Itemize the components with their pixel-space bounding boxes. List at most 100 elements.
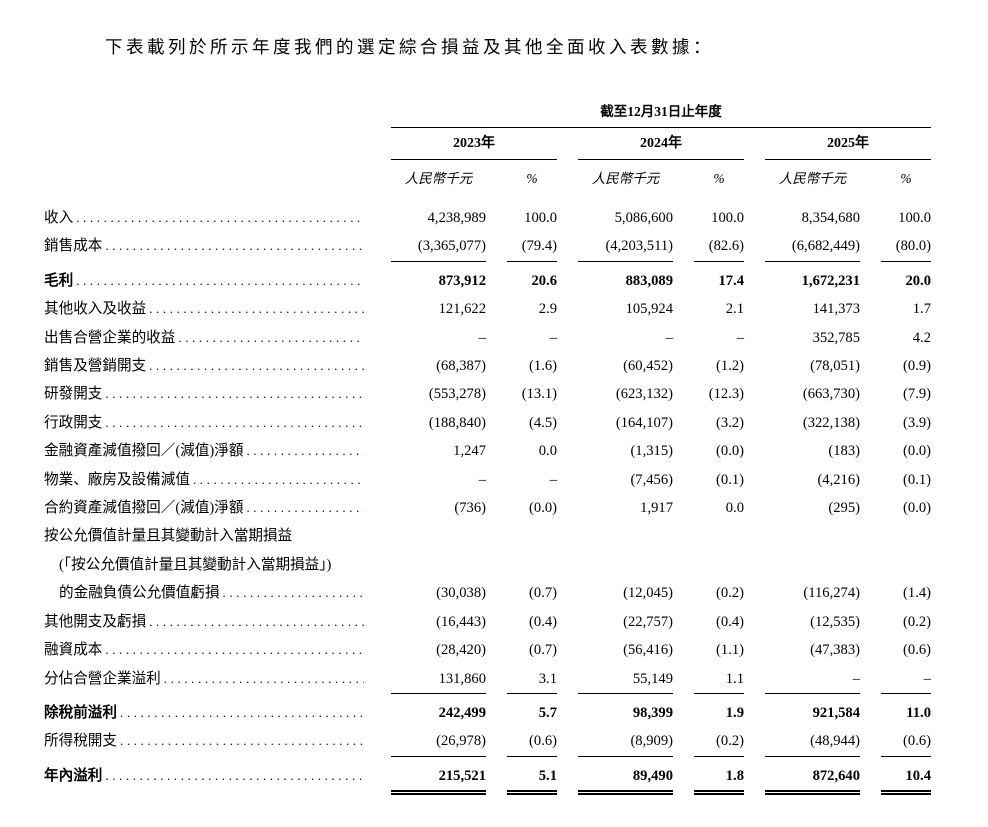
- row-label-cell: 金融資產減值撥回／(減值)淨額: [44, 437, 370, 465]
- value-2023: 215,521: [391, 762, 486, 796]
- row-label: 分佔合營企業溢利: [44, 670, 161, 687]
- value-2023: (28,420): [436, 642, 486, 659]
- value-2024: (60,452): [623, 358, 673, 375]
- row-label-cell: 所得稅開支: [44, 727, 370, 756]
- pct-2025: (0.9): [903, 358, 931, 375]
- table-row-share-of-jv-profit: 分佔合營企業溢利 131,860 3.1 55,149 1.1 – –: [44, 665, 931, 694]
- value-2023: (16,443): [436, 613, 486, 630]
- value-2025: (663,730): [802, 386, 860, 403]
- row-label: 行政開支: [44, 414, 103, 431]
- dot-leader: [223, 579, 364, 607]
- pct-2023: 2.9: [538, 301, 557, 318]
- row-label-cell: 其他開支及虧損: [44, 608, 370, 636]
- row-label-cell: (「按公允價值計量且其變動計入當期損益」): [44, 551, 931, 579]
- row-label: (「按公允價值計量且其變動計入當期損益」): [59, 556, 332, 573]
- table-row-profit-for-year: 年內溢利 215,521 5.1 89,490 1.8 872,640 10.4: [44, 757, 931, 796]
- value-2024: (56,416): [623, 642, 673, 659]
- pct-2025: 10.4: [881, 762, 931, 796]
- value-2023: (188,840): [428, 414, 486, 431]
- pct-2025: (0.6): [881, 727, 931, 757]
- row-label-cell: 除稅前溢利: [44, 699, 370, 727]
- intro-paragraph: 下表載列於所示年度我們的選定綜合損益及其他全面收入表數據：: [105, 37, 714, 57]
- pct-2023: 100.0: [524, 210, 557, 226]
- row-label: 所得稅開支: [44, 733, 117, 750]
- year-header-2023: 2023年: [391, 128, 557, 160]
- row-label: 金融資產減值撥回／(減值)淨額: [44, 443, 244, 460]
- value-2023: 873,912: [438, 272, 486, 289]
- period-header-row: 截至12月31日止年度: [44, 103, 931, 128]
- row-label-cell: 研發開支: [44, 380, 370, 408]
- value-2025: 8,354,680: [801, 210, 860, 226]
- pct-2023: (1.6): [529, 358, 557, 375]
- pct-2023: (0.0): [529, 500, 557, 517]
- pct-2024: (12.3): [708, 386, 744, 403]
- value-2024: (8,909): [578, 727, 673, 757]
- row-label: 研發開支: [44, 386, 103, 403]
- dot-leader: [193, 466, 364, 494]
- pct-2023: 20.6: [531, 272, 557, 289]
- value-2023: (553,278): [428, 386, 486, 403]
- pct-2025: (1.4): [903, 585, 931, 602]
- pct-2025: (80.0): [881, 232, 931, 262]
- row-label: 收入: [44, 210, 74, 226]
- value-2024: (1,315): [630, 443, 673, 460]
- value-2023: (736): [454, 500, 486, 517]
- dot-leader: [178, 324, 364, 352]
- value-2025: (183): [828, 443, 860, 460]
- dot-leader: [246, 494, 364, 522]
- pct-2023: (0.7): [529, 642, 557, 659]
- value-2025: 921,584: [812, 704, 860, 721]
- pct-2023: (13.1): [521, 386, 557, 403]
- value-2023: 242,499: [438, 704, 486, 721]
- year-header-2025: 2025年: [765, 128, 931, 160]
- dot-leader: [105, 380, 364, 408]
- value-2024: –: [665, 329, 673, 346]
- value-2024: 55,149: [578, 665, 673, 694]
- row-label-cell: 分佔合營企業溢利: [44, 665, 370, 694]
- pct-2023: (0.6): [507, 727, 557, 757]
- dot-leader: [120, 727, 364, 755]
- value-2025: (4,216): [817, 471, 860, 488]
- pct-2023: (0.4): [529, 613, 557, 630]
- value-2025: (48,944): [765, 727, 860, 757]
- value-2023: (26,978): [391, 727, 486, 757]
- value-2024: 105,924: [625, 301, 673, 318]
- value-2023: –: [478, 471, 486, 488]
- value-2025: (47,383): [810, 642, 860, 659]
- row-label: 除稅前溢利: [44, 704, 117, 721]
- value-2025: –: [765, 665, 860, 694]
- value-2023: (30,038): [436, 585, 486, 602]
- value-2024: (164,107): [615, 414, 673, 431]
- pct-2024: 1.9: [725, 704, 744, 721]
- dot-leader: [76, 267, 364, 295]
- pct-2023: 5.1: [507, 762, 557, 796]
- pct-2023: (4.5): [529, 414, 557, 431]
- pct-2024: –: [736, 329, 744, 346]
- pct-2025: (0.6): [903, 642, 931, 659]
- value-2025: (322,138): [802, 414, 860, 431]
- row-label-cell: 按公允價值計量且其變動計入當期損益: [44, 522, 931, 550]
- table-row-other-expenses: 其他開支及虧損 (16,443) (0.4) (22,757) (0.4) (1…: [44, 608, 931, 636]
- table-row-selling-expenses: 銷售及營銷開支 (68,387) (1.6) (60,452) (1.2) (7…: [44, 352, 931, 380]
- table-row-profit-before-tax: 除稅前溢利 242,499 5.7 98,399 1.9 921,584 11.…: [44, 694, 931, 727]
- table-row-cost-of-sales: 銷售成本 (3,365,077) (79.4) (4,203,511) (82.…: [44, 232, 931, 262]
- year-header-2024: 2024年: [578, 128, 744, 160]
- table-row-gross-profit: 毛利 873,912 20.6 883,089 17.4 1,672,231 2…: [44, 262, 931, 295]
- dot-leader: [120, 699, 364, 727]
- dot-leader: [105, 636, 364, 664]
- pct-2024: (3.2): [716, 414, 744, 431]
- value-2023: 4,238,989: [427, 210, 486, 226]
- table-row-impairment-financial-assets: 金融資產減值撥回／(減值)淨額 1,247 0.0 (1,315) (0.0) …: [44, 437, 931, 465]
- value-2025: (12,535): [810, 613, 860, 630]
- value-2024: 5,086,600: [614, 210, 673, 226]
- value-2025: 1,672,231: [801, 272, 860, 289]
- pct-label-2025: %: [900, 171, 912, 186]
- pct-2023: 5.7: [538, 704, 557, 721]
- pct-2025: (0.1): [903, 471, 931, 488]
- pct-2024: 0.0: [725, 500, 744, 517]
- value-2023: –: [478, 329, 486, 346]
- value-2024: (4,203,511): [578, 232, 673, 262]
- pct-2025: 4.2: [912, 329, 931, 346]
- value-2023: 131,860: [391, 665, 486, 694]
- row-label-cell: 融資成本: [44, 636, 370, 664]
